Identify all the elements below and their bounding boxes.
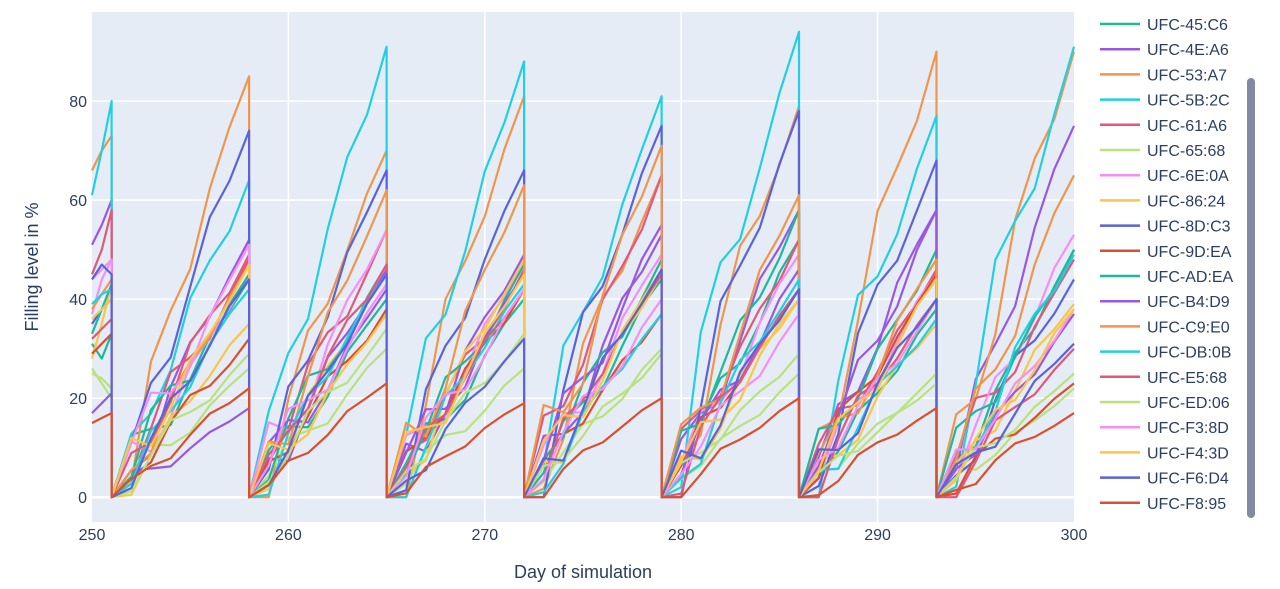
x-tick-label: 270	[471, 527, 498, 544]
series-line[interactable]	[91, 243, 1075, 499]
y-tick-label: 20	[69, 391, 87, 408]
legend-label: UFC-86:24	[1147, 193, 1225, 210]
legend-item[interactable]: UFC-DB:0B	[1100, 345, 1231, 362]
legend-item[interactable]: UFC-8D:C3	[1100, 219, 1231, 236]
legend-item[interactable]: UFC-B4:D9	[1100, 294, 1230, 311]
legend-item[interactable]: UFC-6E:0A	[1100, 168, 1229, 185]
legend-label: UFC-F8:95	[1147, 496, 1226, 513]
legend-item[interactable]: UFC-E5:68	[1100, 370, 1227, 387]
legend-label: UFC-F6:D4	[1147, 471, 1229, 488]
legend-label: UFC-F4:3D	[1147, 445, 1229, 462]
y-tick-label: 80	[69, 94, 87, 111]
y-axis-title: Filling level in %	[22, 202, 42, 331]
legend-item[interactable]: UFC-C9:E0	[1100, 319, 1230, 336]
x-tick-label: 260	[275, 527, 302, 544]
legend-label: UFC-6E:0A	[1147, 168, 1229, 185]
series-layer	[90, 30, 1076, 499]
legend-label: UFC-8D:C3	[1147, 219, 1231, 236]
series-line[interactable]	[91, 253, 1075, 499]
legend-label: UFC-DB:0B	[1147, 345, 1231, 362]
legend-item[interactable]: UFC-4E:A6	[1100, 42, 1229, 59]
legend-item[interactable]: UFC-ED:06	[1100, 395, 1230, 412]
series-line[interactable]	[90, 30, 1076, 499]
legend-item[interactable]: UFC-F8:95	[1100, 496, 1226, 513]
series-line[interactable]	[91, 263, 1075, 499]
x-tick-label: 280	[668, 527, 695, 544]
series-line[interactable]	[91, 209, 1075, 499]
series-line[interactable]	[91, 109, 1075, 499]
tick-layer: 250 260 270 280 290 300 0 20 40 60 80	[69, 94, 1087, 544]
legend-item[interactable]: UFC-9D:EA	[1100, 244, 1232, 261]
series-line[interactable]	[91, 50, 1076, 499]
legend-label: UFC-B4:D9	[1147, 294, 1230, 311]
legend[interactable]: UFC-45:C6 UFC-4E:A6 UFC-53:A7 UFC-5B:2C UFC-…	[1100, 17, 1234, 513]
legend-label: UFC-61:A6	[1147, 118, 1227, 135]
y-tick-label: 60	[69, 193, 87, 210]
y-tick-label: 0	[78, 490, 87, 507]
legend-label: UFC-53:A7	[1147, 67, 1227, 84]
legend-item[interactable]: UFC-5B:2C	[1100, 93, 1230, 110]
legend-item[interactable]: UFC-F6:D4	[1100, 471, 1229, 488]
x-tick-label: 300	[1061, 527, 1088, 544]
legend-label: UFC-AD:EA	[1147, 269, 1234, 286]
legend-item[interactable]: UFC-61:A6	[1100, 118, 1227, 135]
legend-item[interactable]: UFC-53:A7	[1100, 67, 1227, 84]
legend-item[interactable]: UFC-65:68	[1100, 143, 1225, 160]
series-line[interactable]	[90, 174, 1075, 499]
x-tick-label: 290	[864, 527, 891, 544]
legend-item[interactable]: UFC-F4:3D	[1100, 445, 1229, 462]
legend-label: UFC-C9:E0	[1147, 319, 1230, 336]
series-line[interactable]	[91, 254, 1075, 499]
legend-item[interactable]: UFC-AD:EA	[1100, 269, 1234, 286]
legend-label: UFC-65:68	[1147, 143, 1225, 160]
legend-label: UFC-45:C6	[1147, 17, 1228, 34]
legend-label: UFC-F3:8D	[1147, 420, 1229, 437]
legend-item[interactable]: UFC-F3:8D	[1100, 420, 1229, 437]
series-line[interactable]	[91, 347, 1075, 499]
x-tick-label: 250	[79, 527, 106, 544]
series-line[interactable]	[91, 263, 1075, 499]
x-axis-title: Day of simulation	[514, 562, 652, 582]
legend-item[interactable]: UFC-45:C6	[1100, 17, 1228, 34]
legend-label: UFC-9D:EA	[1147, 244, 1232, 261]
legend-label: UFC-ED:06	[1147, 395, 1230, 412]
series-line[interactable]	[91, 382, 1075, 499]
legend-label: UFC-4E:A6	[1147, 42, 1229, 59]
legend-item[interactable]: UFC-86:24	[1100, 193, 1225, 210]
legend-label: UFC-5B:2C	[1147, 93, 1230, 110]
legend-label: UFC-E5:68	[1147, 370, 1227, 387]
y-tick-label: 40	[69, 292, 87, 309]
legend-scrollbar[interactable]	[1247, 78, 1255, 518]
